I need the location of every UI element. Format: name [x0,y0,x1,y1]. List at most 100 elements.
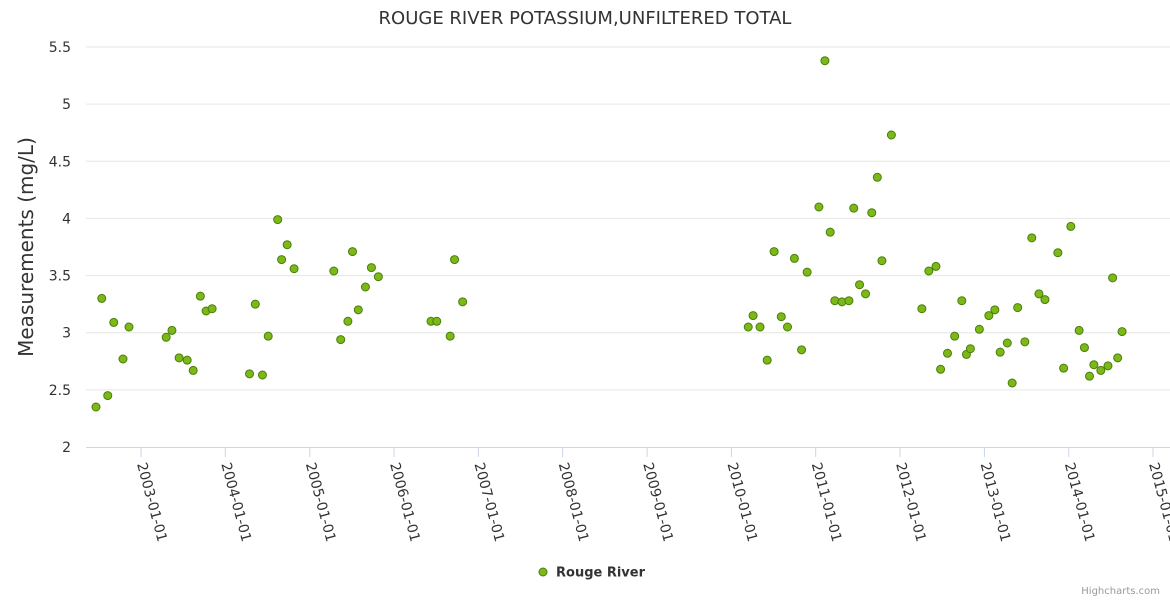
legend-marker[interactable] [538,567,548,577]
y-tick-label: 3.5 [49,269,71,285]
data-point [782,322,792,332]
data-point [844,296,854,306]
data-point [1085,371,1095,381]
data-point [1066,221,1076,231]
data-point [289,264,299,274]
data-point [336,335,346,345]
data-point [182,355,192,365]
data-point [277,255,287,265]
data-point [167,325,177,335]
data-point [343,316,353,326]
data-point [797,345,807,355]
data-point [161,332,171,342]
y-tick-label: 5 [62,97,71,113]
data-point [188,365,198,375]
data-point [245,369,255,379]
data-point [250,299,260,309]
data-point [861,289,871,299]
data-point [353,305,363,315]
data-point [273,215,283,225]
y-tick-label: 2 [62,440,71,456]
data-point [97,293,107,303]
data-point [814,202,824,212]
data-point [1027,233,1037,243]
y-axis: 2 2.5 3 3.5 4 4.5 5 5.5 [49,40,71,456]
data-point [830,296,840,306]
data-point [957,296,967,306]
data-point [1079,343,1089,353]
data-point [1053,248,1063,258]
data-point [207,304,217,314]
data-point [769,247,779,257]
data-point [974,324,984,334]
data-point [124,322,134,332]
data-point [174,353,184,363]
data-point [755,322,765,332]
y-tick-label: 2.5 [49,383,71,399]
data-point [1034,289,1044,299]
data-point [1007,378,1017,388]
chart-title: ROUGE RIVER POTASSIUM,UNFILTERED TOTAL [379,8,792,29]
y-tick-label: 5.5 [49,40,71,56]
data-point [450,255,460,265]
data-point [886,130,896,140]
data-point [329,266,339,276]
data-point [347,247,357,257]
data-point [995,347,1005,357]
data-point [263,331,273,341]
data-point [1089,360,1099,370]
data-point [1103,361,1113,371]
data-point [1108,273,1118,283]
y-tick-label: 4.5 [49,154,71,170]
data-point [936,364,946,374]
data-point [748,311,758,321]
y-tick-label: 4 [62,211,71,227]
data-point [924,266,934,276]
data-point [825,227,835,237]
data-point [872,172,882,182]
data-point [877,256,887,266]
data-point [445,331,455,341]
data-point [432,316,442,326]
data-point [762,355,772,365]
data-point [1113,353,1123,363]
data-point [282,240,292,250]
data-point [1096,365,1106,375]
data-point [743,322,753,332]
credits-link[interactable]: Highcharts.com [1081,586,1160,597]
data-point [1013,303,1023,313]
data-point [984,311,994,321]
data-point [118,354,128,364]
data-point [1059,363,1069,373]
data-point [1020,337,1030,347]
data-point [990,305,1000,315]
data-point [373,272,383,282]
data-point [195,291,205,301]
data-point [91,402,101,412]
data-point [458,297,468,307]
data-point [776,312,786,322]
data-point [943,348,953,358]
data-point [917,304,927,314]
data-point [103,391,113,401]
data-point [820,56,830,66]
y-tick-label: 3 [62,326,71,342]
data-point [867,208,877,218]
data-point [789,253,799,263]
data-point [257,370,267,380]
data-point [1040,295,1050,305]
data-point [360,282,370,292]
data-point [802,267,812,277]
legend[interactable]: Rouge River [538,566,646,581]
data-point [366,263,376,273]
legend-item-rouge-river[interactable]: Rouge River [556,566,646,581]
data-point [965,344,975,354]
data-point [931,261,941,271]
series-rouge-river [91,56,1127,412]
data-point [1002,338,1012,348]
data-point [109,317,119,327]
data-point [849,203,859,213]
